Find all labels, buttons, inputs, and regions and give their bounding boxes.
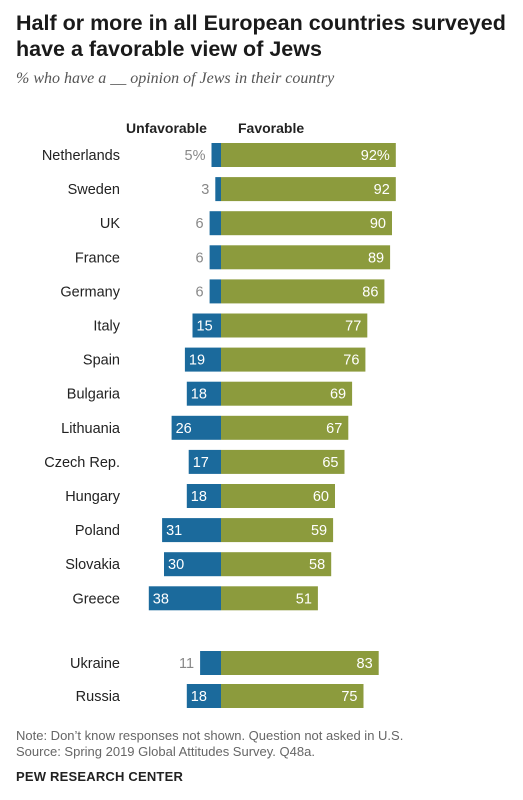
bar-favorable-spain [221, 347, 366, 372]
bar-favorable-ukraine [221, 651, 379, 675]
bar-favorable-greece [221, 586, 318, 611]
category-label-france: France [75, 250, 120, 266]
bar-unfavorable-italy [192, 313, 221, 338]
bar-favorable-netherlands [221, 143, 396, 167]
value-label-favorable-uk: 90 [370, 216, 386, 232]
bar-unfavorable-germany [209, 279, 221, 304]
bar-unfavorable-bulgaria [186, 381, 221, 406]
value-label-unfavorable-poland: 31 [166, 523, 182, 539]
category-label-netherlands: Netherlands [42, 148, 120, 164]
category-label-russia: Russia [76, 689, 121, 705]
bar-favorable-sweden [221, 177, 396, 202]
category-label-greece: Greece [72, 591, 120, 607]
bar-favorable-russia [221, 684, 364, 708]
value-label-favorable-netherlands: 92% [361, 148, 390, 164]
brand-logo-text: PEW RESEARCH CENTER [16, 769, 184, 784]
chart-source: Source: Spring 2019 Global Attitudes Sur… [16, 744, 315, 759]
bar-favorable-slovakia [221, 552, 332, 577]
chart-title: Half or more in all European countries s… [16, 11, 506, 61]
value-label-favorable-czech-rep: 65 [322, 455, 338, 471]
legend-favorable: Favorable [238, 120, 305, 136]
category-label-uk: UK [100, 216, 120, 232]
value-label-unfavorable-spain: 19 [189, 353, 205, 369]
category-label-slovakia: Slovakia [65, 557, 121, 573]
value-label-favorable-bulgaria: 69 [330, 387, 346, 403]
category-label-italy: Italy [93, 319, 120, 335]
category-label-lithuania: Lithuania [61, 421, 121, 437]
value-label-unfavorable-ukraine: 11 [179, 656, 194, 672]
value-label-favorable-sweden: 92 [374, 182, 390, 198]
value-label-favorable-germany: 86 [362, 284, 378, 300]
value-label-favorable-lithuania: 67 [326, 421, 342, 437]
bar-unfavorable-sweden [215, 177, 221, 202]
value-label-favorable-spain: 76 [343, 353, 359, 369]
value-label-unfavorable-uk: 6 [196, 216, 204, 232]
bar-unfavorable-lithuania [171, 415, 221, 440]
category-label-sweden: Sweden [68, 182, 120, 198]
value-label-favorable-italy: 77 [345, 319, 361, 335]
category-label-hungary: Hungary [65, 489, 121, 505]
bar-favorable-hungary [221, 484, 335, 508]
value-label-unfavorable-czech-rep: 17 [193, 455, 209, 471]
value-label-unfavorable-slovakia: 30 [168, 557, 184, 573]
value-label-unfavorable-netherlands: 5% [185, 148, 206, 164]
value-label-favorable-poland: 59 [311, 523, 327, 539]
bar-unfavorable-france [209, 245, 221, 270]
value-label-favorable-slovakia: 58 [309, 557, 325, 573]
value-label-unfavorable-lithuania: 26 [176, 421, 192, 437]
value-label-favorable-hungary: 60 [313, 489, 329, 505]
bar-unfavorable-poland [162, 518, 221, 543]
value-label-unfavorable-sweden: 3 [201, 182, 209, 198]
bar-favorable-lithuania [221, 415, 349, 440]
value-label-unfavorable-hungary: 18 [191, 489, 207, 505]
category-label-germany: Germany [60, 284, 120, 300]
category-label-bulgaria: Bulgaria [67, 387, 121, 403]
value-label-unfavorable-bulgaria: 18 [191, 387, 207, 403]
legend-unfavorable: Unfavorable [126, 120, 207, 136]
category-label-ukraine: Ukraine [70, 656, 120, 672]
bar-favorable-italy [221, 313, 368, 338]
value-label-unfavorable-italy: 15 [197, 319, 213, 335]
bar-favorable-bulgaria [221, 381, 353, 406]
bar-unfavorable-hungary [186, 484, 221, 508]
chart-subtitle: % who have a __ opinion of Jews in their… [16, 70, 335, 87]
bar-favorable-france [221, 245, 391, 270]
value-label-favorable-greece: 51 [296, 591, 312, 607]
bar-unfavorable-russia [186, 684, 221, 708]
bar-unfavorable-uk [209, 211, 221, 236]
value-label-favorable-russia: 75 [341, 689, 357, 705]
category-label-spain: Spain [83, 353, 120, 369]
bar-favorable-czech-rep [221, 449, 345, 474]
bar-favorable-uk [221, 211, 392, 236]
category-label-poland: Poland [75, 523, 120, 539]
value-label-unfavorable-france: 6 [196, 250, 204, 266]
bar-unfavorable-ukraine [200, 651, 221, 675]
value-label-favorable-france: 89 [368, 250, 384, 266]
chart-note: Note: Don’t know responses not shown. Qu… [16, 728, 404, 743]
bar-unfavorable-slovakia [164, 552, 221, 577]
value-label-unfavorable-greece: 38 [153, 591, 169, 607]
bar-favorable-poland [221, 518, 334, 543]
value-label-favorable-ukraine: 83 [357, 656, 373, 672]
bar-unfavorable-czech-rep [188, 449, 221, 474]
bar-unfavorable-netherlands [211, 143, 221, 167]
value-label-unfavorable-russia: 18 [191, 689, 207, 705]
bar-unfavorable-spain [184, 347, 221, 372]
bar-favorable-germany [221, 279, 385, 304]
value-label-unfavorable-germany: 6 [196, 284, 204, 300]
bar-unfavorable-greece [148, 586, 221, 611]
category-label-czech-rep: Czech Rep. [44, 455, 120, 471]
